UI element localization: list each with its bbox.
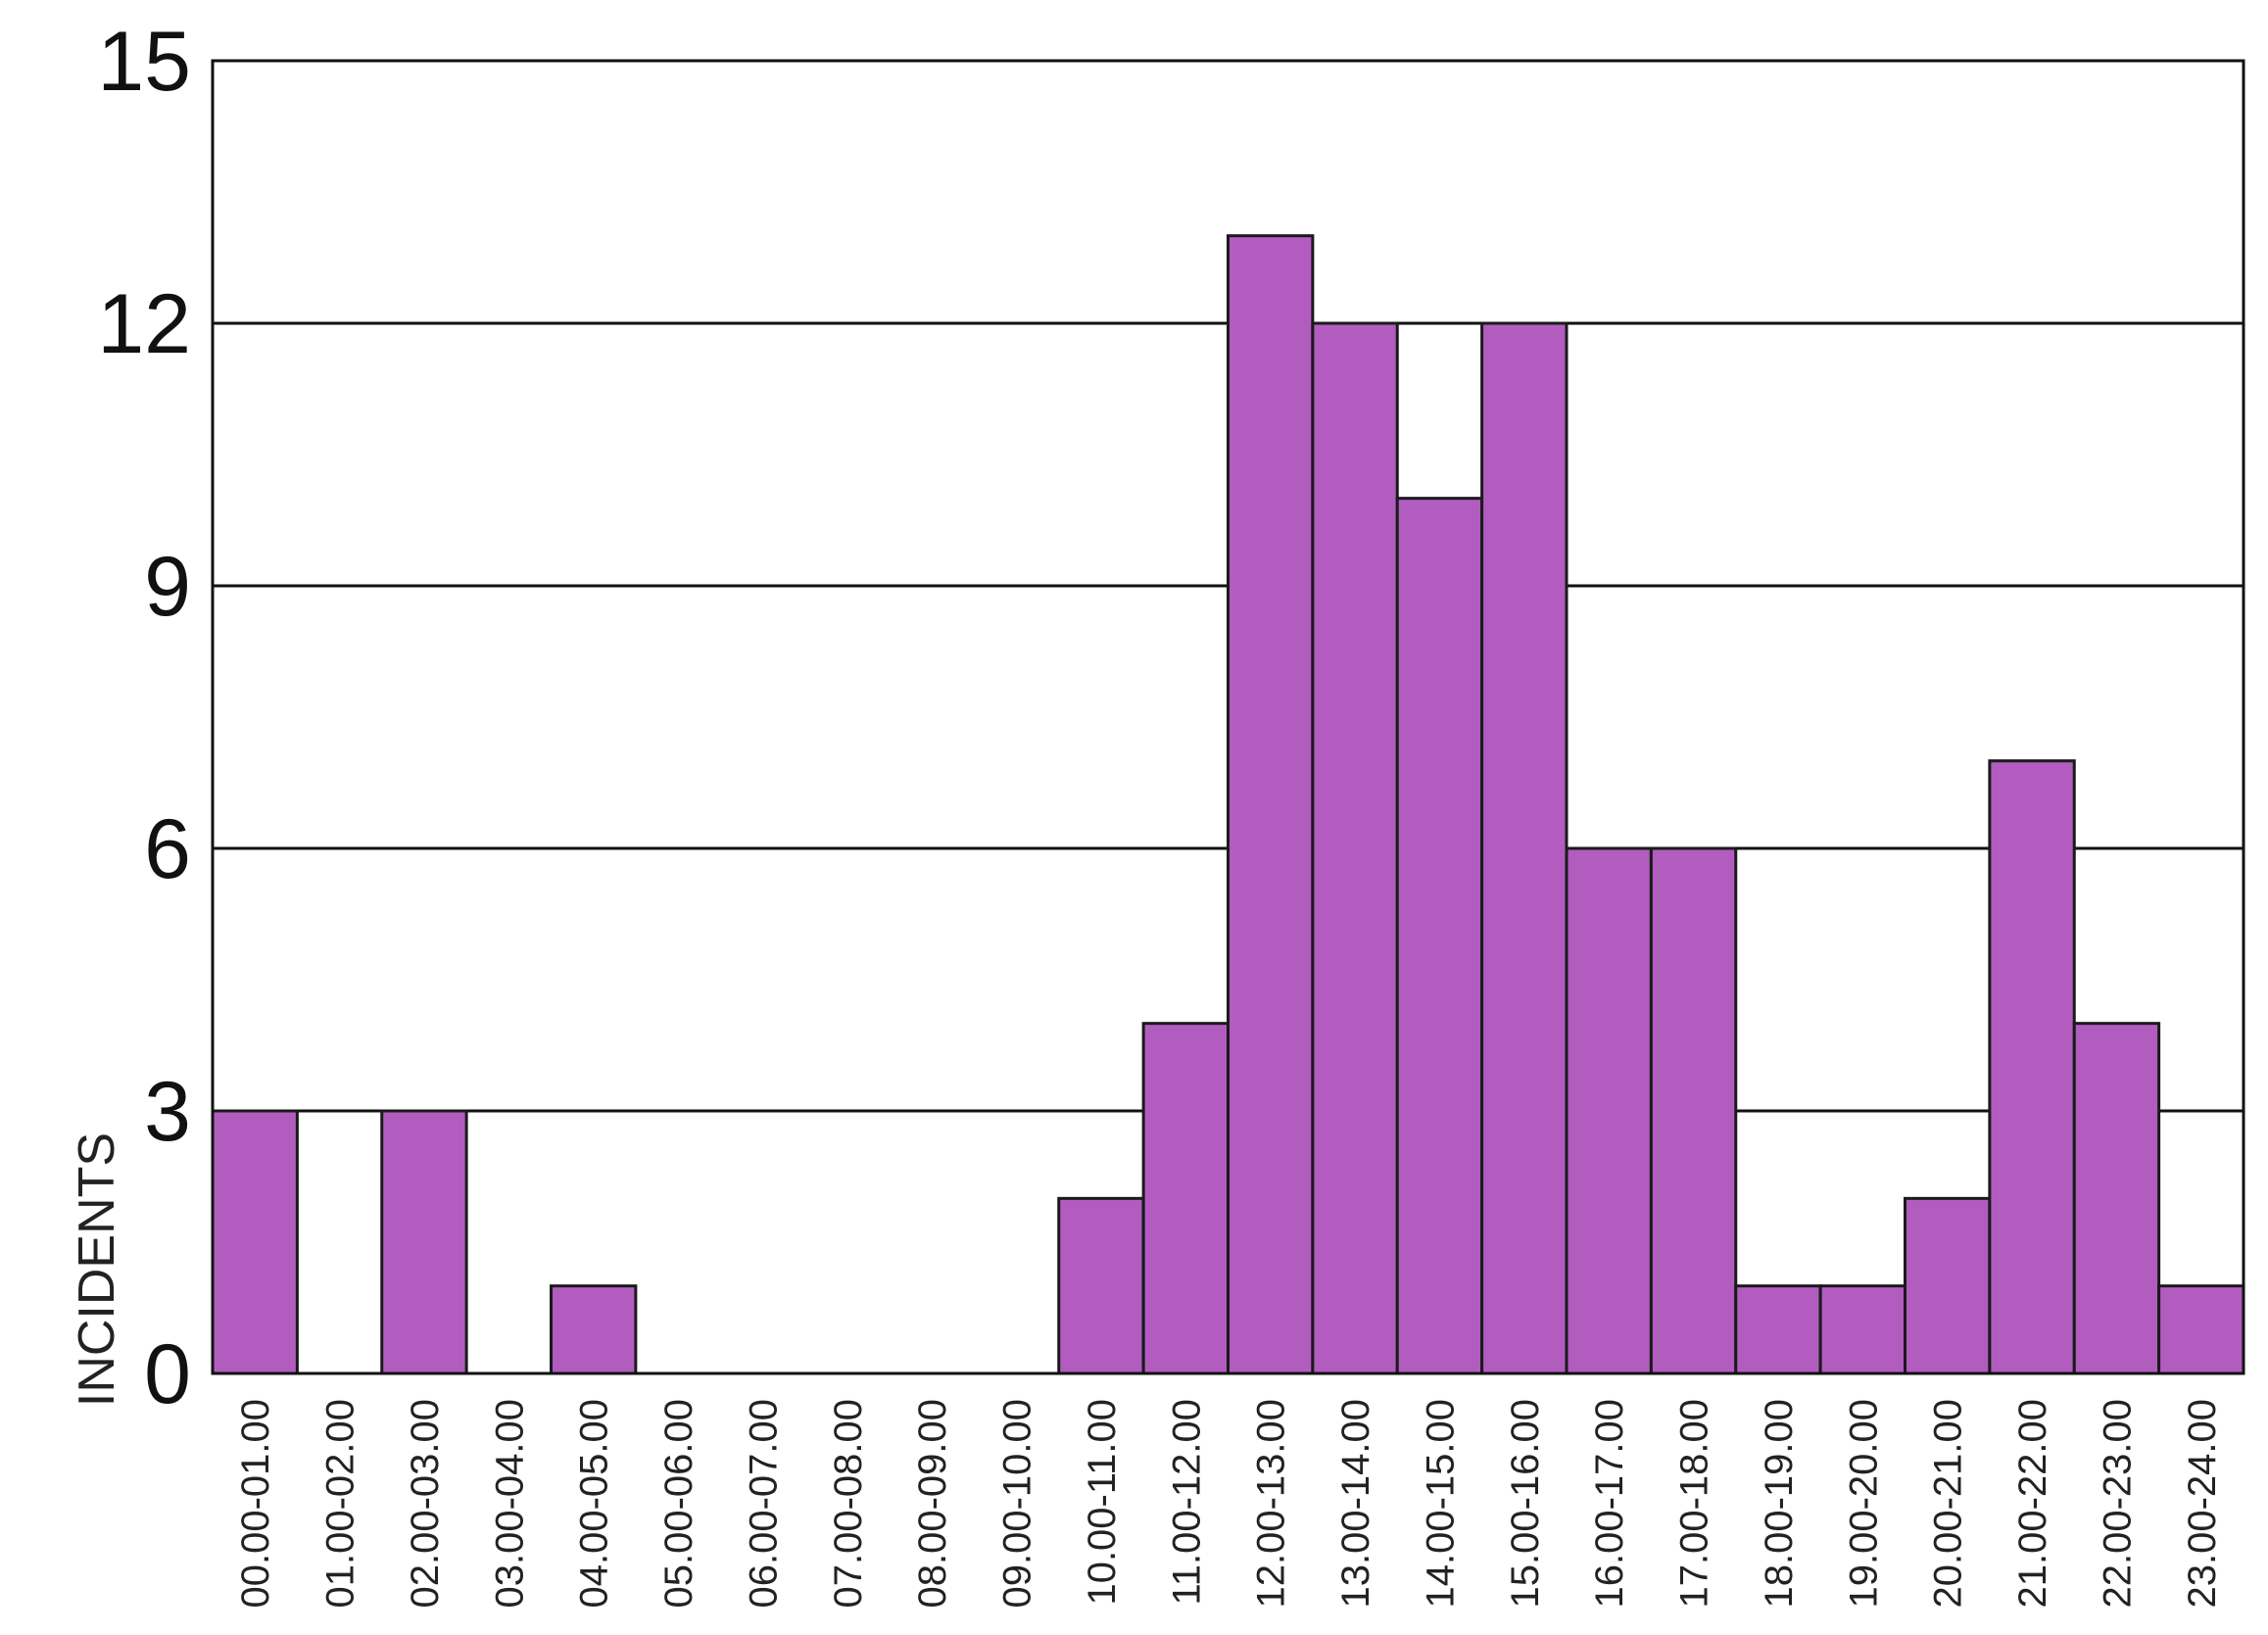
bar-13.00-14.00 bbox=[1311, 321, 1399, 1375]
x-tick-label: 20.00-21.00 bbox=[1927, 1399, 1970, 1609]
x-tick-label: 08.00-09.00 bbox=[911, 1399, 954, 1609]
x-tick-label: 19.00-20.00 bbox=[1842, 1399, 1885, 1609]
x-axis-ticks: 00.00-01.00 01.00-02.00 02.00-03.00 03.00-0… bbox=[234, 1399, 2224, 1609]
x-tick-label: 06.00-07.00 bbox=[742, 1399, 785, 1609]
bar-04.00-05.00 bbox=[550, 1284, 638, 1375]
x-tick-label: 14.00-15.00 bbox=[1419, 1399, 1462, 1609]
y-tick-label: 12 bbox=[97, 277, 191, 371]
bar-02.00-03.00 bbox=[380, 1109, 468, 1375]
x-tick-label: 05.00-06.00 bbox=[657, 1399, 700, 1609]
x-tick-label: 18.00-19.00 bbox=[1758, 1399, 1801, 1609]
x-tick-label: 21.00-22.00 bbox=[2011, 1399, 2054, 1609]
bars bbox=[211, 234, 2245, 1375]
plot-frame bbox=[211, 59, 2245, 1375]
x-tick-label: 07.00-08.00 bbox=[827, 1399, 870, 1609]
bar-10.00-11.00 bbox=[1057, 1196, 1145, 1375]
x-tick-label: 02.00-03.00 bbox=[404, 1399, 447, 1609]
x-tick-label: 03.00-04.00 bbox=[488, 1399, 531, 1609]
bar-19.00-20.00 bbox=[1818, 1284, 1906, 1375]
x-tick-label: 09.00-10.00 bbox=[996, 1399, 1039, 1609]
bar-14.00-15.00 bbox=[1395, 497, 1484, 1375]
y-tick-label: 6 bbox=[144, 802, 191, 896]
y-tick-label: 3 bbox=[144, 1065, 191, 1159]
x-tick-label: 10.00-11.00 bbox=[1081, 1399, 1124, 1606]
bar-16.00-17.00 bbox=[1565, 846, 1653, 1375]
bar-17.00-18.00 bbox=[1649, 846, 1738, 1375]
y-tick-label: 15 bbox=[97, 15, 191, 109]
bar-22.00-23.00 bbox=[2072, 1022, 2161, 1375]
x-tick-label: 01.00-02.00 bbox=[319, 1399, 362, 1609]
x-tick-label: 00.00-01.00 bbox=[234, 1399, 277, 1609]
x-tick-label: 13.00-14.00 bbox=[1334, 1399, 1377, 1609]
bar-12.00-13.00 bbox=[1227, 234, 1315, 1375]
y-axis-label: INCIDENTS bbox=[69, 1132, 125, 1407]
y-axis-ticks: 0 3 6 9 12 15 bbox=[97, 15, 191, 1421]
x-tick-label: 22.00-23.00 bbox=[2096, 1399, 2139, 1609]
y-tick-label: 9 bbox=[144, 540, 191, 634]
x-tick-label: 23.00-24.00 bbox=[2181, 1399, 2224, 1609]
x-tick-label: 11.00-12.00 bbox=[1165, 1399, 1208, 1606]
bar-11.00-12.00 bbox=[1141, 1022, 1230, 1375]
x-tick-label: 12.00-13.00 bbox=[1250, 1399, 1293, 1609]
bar-23.00-24.00 bbox=[2157, 1284, 2245, 1375]
y-tick-label: 0 bbox=[144, 1327, 191, 1421]
x-tick-label: 16.00-17.00 bbox=[1588, 1399, 1631, 1609]
x-tick-label: 17.00-18.00 bbox=[1673, 1399, 1716, 1609]
bar-00.00-01.00 bbox=[211, 1109, 299, 1375]
bar-20.00-21.00 bbox=[1904, 1196, 1992, 1375]
bar-15.00-16.00 bbox=[1480, 321, 1568, 1375]
bar-18.00-19.00 bbox=[1734, 1284, 1822, 1375]
x-tick-label: 15.00-16.00 bbox=[1504, 1399, 1547, 1609]
bar-21.00-22.00 bbox=[1988, 759, 2076, 1375]
x-tick-label: 04.00-05.00 bbox=[573, 1399, 616, 1609]
